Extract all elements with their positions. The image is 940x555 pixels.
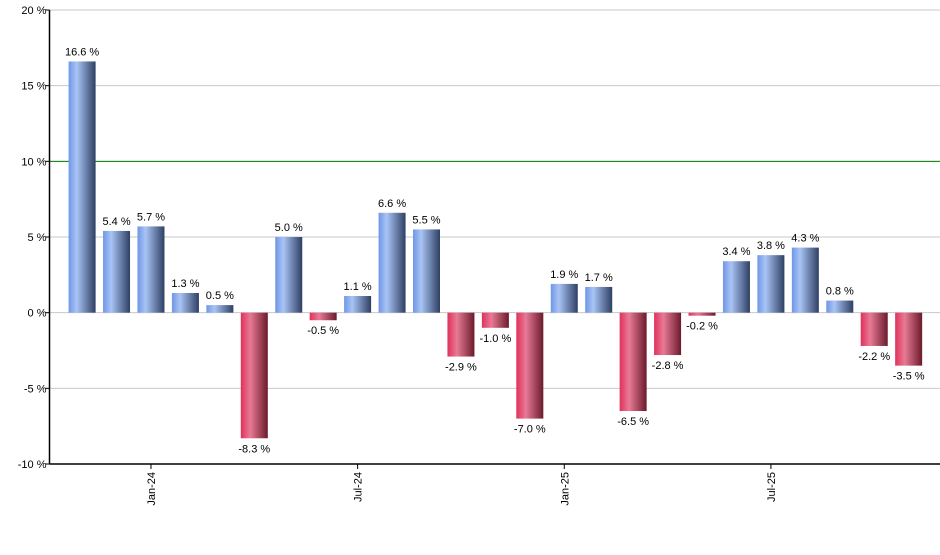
data-label: -0.5 % (307, 325, 339, 337)
y-tick-label: 5 % (28, 232, 47, 244)
data-label: -7.0 % (514, 424, 546, 436)
bar-Jul-24 (344, 296, 371, 313)
data-label: -6.5 % (617, 416, 649, 428)
bar-Aug-25 (792, 248, 819, 313)
gridlines (50, 10, 940, 388)
bar-Apr-25 (654, 313, 681, 355)
x-tick-label: Jul-24 (353, 472, 365, 502)
data-label: 16.6 % (65, 46, 99, 58)
data-label: -1.0 % (479, 333, 511, 345)
bar-May-25 (689, 313, 716, 316)
y-tick-label: 15 % (21, 81, 46, 93)
data-label: 6.6 % (378, 198, 406, 210)
data-label: 0.8 % (826, 286, 854, 298)
x-tick-label: Jan-24 (146, 472, 158, 506)
data-label: 5.7 % (137, 211, 165, 223)
data-label: 1.7 % (585, 272, 613, 284)
data-label: -2.8 % (652, 360, 684, 372)
bar-Dec-24 (516, 313, 543, 419)
x-tick-label: Jan-25 (559, 472, 571, 506)
data-label: 1.9 % (550, 269, 578, 281)
bar-Aug-24 (379, 213, 406, 313)
data-label: -0.2 % (686, 321, 718, 333)
bar-Jun-24 (310, 313, 337, 321)
y-tick-label: 0 % (28, 308, 47, 320)
bar-Apr-24 (241, 313, 268, 439)
bar-Feb-25 (585, 287, 612, 313)
data-label: -3.5 % (893, 371, 925, 383)
bar-Jan-25 (551, 284, 578, 313)
bar-Sep-25 (826, 301, 853, 313)
bar-Oct-24 (447, 313, 474, 357)
y-tick-label: -5 % (24, 383, 47, 395)
data-label: 5.5 % (412, 214, 440, 226)
y-tick-label: -10 % (18, 459, 47, 471)
data-label: 5.0 % (275, 222, 303, 234)
bar-Feb-24 (172, 293, 199, 313)
data-label: -8.3 % (238, 443, 270, 455)
y-tick-label: 20 % (21, 5, 46, 17)
bar-Dec-23 (103, 231, 130, 313)
y-tick-label: 10 % (21, 156, 46, 168)
data-label: 5.4 % (102, 216, 130, 228)
data-label: -2.2 % (858, 351, 890, 363)
bar-Sep-24 (413, 229, 440, 312)
bar-Jul-25 (757, 255, 784, 313)
data-label: -2.9 % (445, 362, 477, 374)
bar-Jan-24 (137, 226, 164, 312)
bar-Nov-25 (895, 313, 922, 366)
bar-Mar-24 (206, 305, 233, 313)
data-label: 4.3 % (791, 233, 819, 245)
data-label: 3.4 % (722, 246, 750, 258)
x-tick-label: Jul-25 (766, 472, 778, 502)
data-label: 0.5 % (206, 290, 234, 302)
bar-Jun-25 (723, 261, 750, 312)
bars: 16.6 % 5.4 % 5.7 % 1.3 % 0.5 % -8.3 % 5.0 % -0.… (65, 46, 925, 455)
bar-May-24 (275, 237, 302, 313)
bar-Mar-25 (620, 313, 647, 411)
data-label: 3.8 % (757, 240, 785, 252)
data-label: 1.3 % (171, 278, 199, 290)
bar-Nov-23 (69, 61, 96, 312)
bar-Nov-24 (482, 313, 509, 328)
data-label: 1.1 % (344, 281, 372, 293)
bar-Oct-25 (861, 313, 888, 346)
